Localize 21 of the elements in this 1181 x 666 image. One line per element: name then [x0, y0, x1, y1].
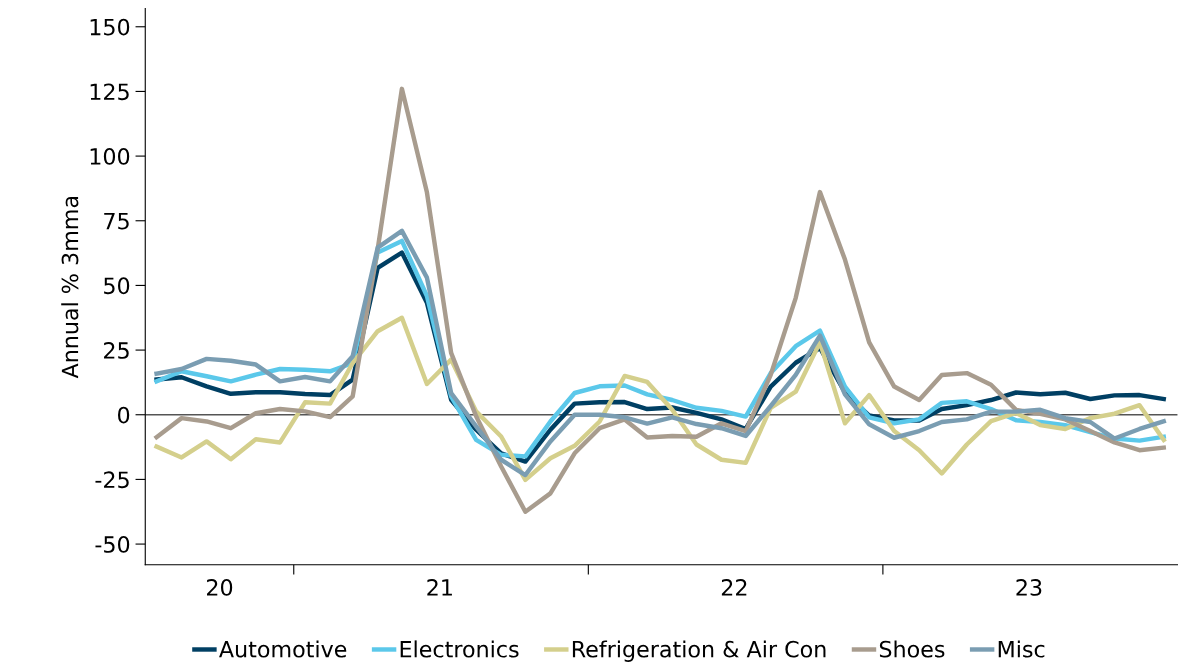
y-tick-label: 50	[104, 277, 130, 295]
y-tick-label: 0	[118, 406, 130, 424]
y-tick-label: -25	[95, 471, 129, 489]
y-axis-title: Annual % 3mma	[61, 196, 79, 379]
y-tick-label: 100	[90, 148, 130, 165]
line-series	[154, 315, 1166, 483]
y-tick-label: 125	[90, 83, 129, 101]
y-tick-label: 75	[104, 213, 129, 230]
y-tick-label: 25	[104, 342, 129, 359]
x-tick-label: 20	[207, 579, 233, 596]
y-tick-label: -50	[95, 536, 130, 553]
x-tick-label: 22	[721, 579, 747, 596]
legend-label: Refrigeration & Air Con	[572, 640, 826, 662]
y-tick-label: 150	[90, 18, 130, 36]
line-series	[154, 86, 1166, 514]
legend-label: Automotive	[219, 640, 347, 658]
legend-label: Electronics	[400, 640, 519, 658]
legend-label: Shoes	[879, 640, 945, 658]
x-tick-label: 23	[1016, 579, 1042, 596]
x-tick-label: 21	[427, 579, 452, 596]
legend-label: Misc	[998, 640, 1045, 658]
